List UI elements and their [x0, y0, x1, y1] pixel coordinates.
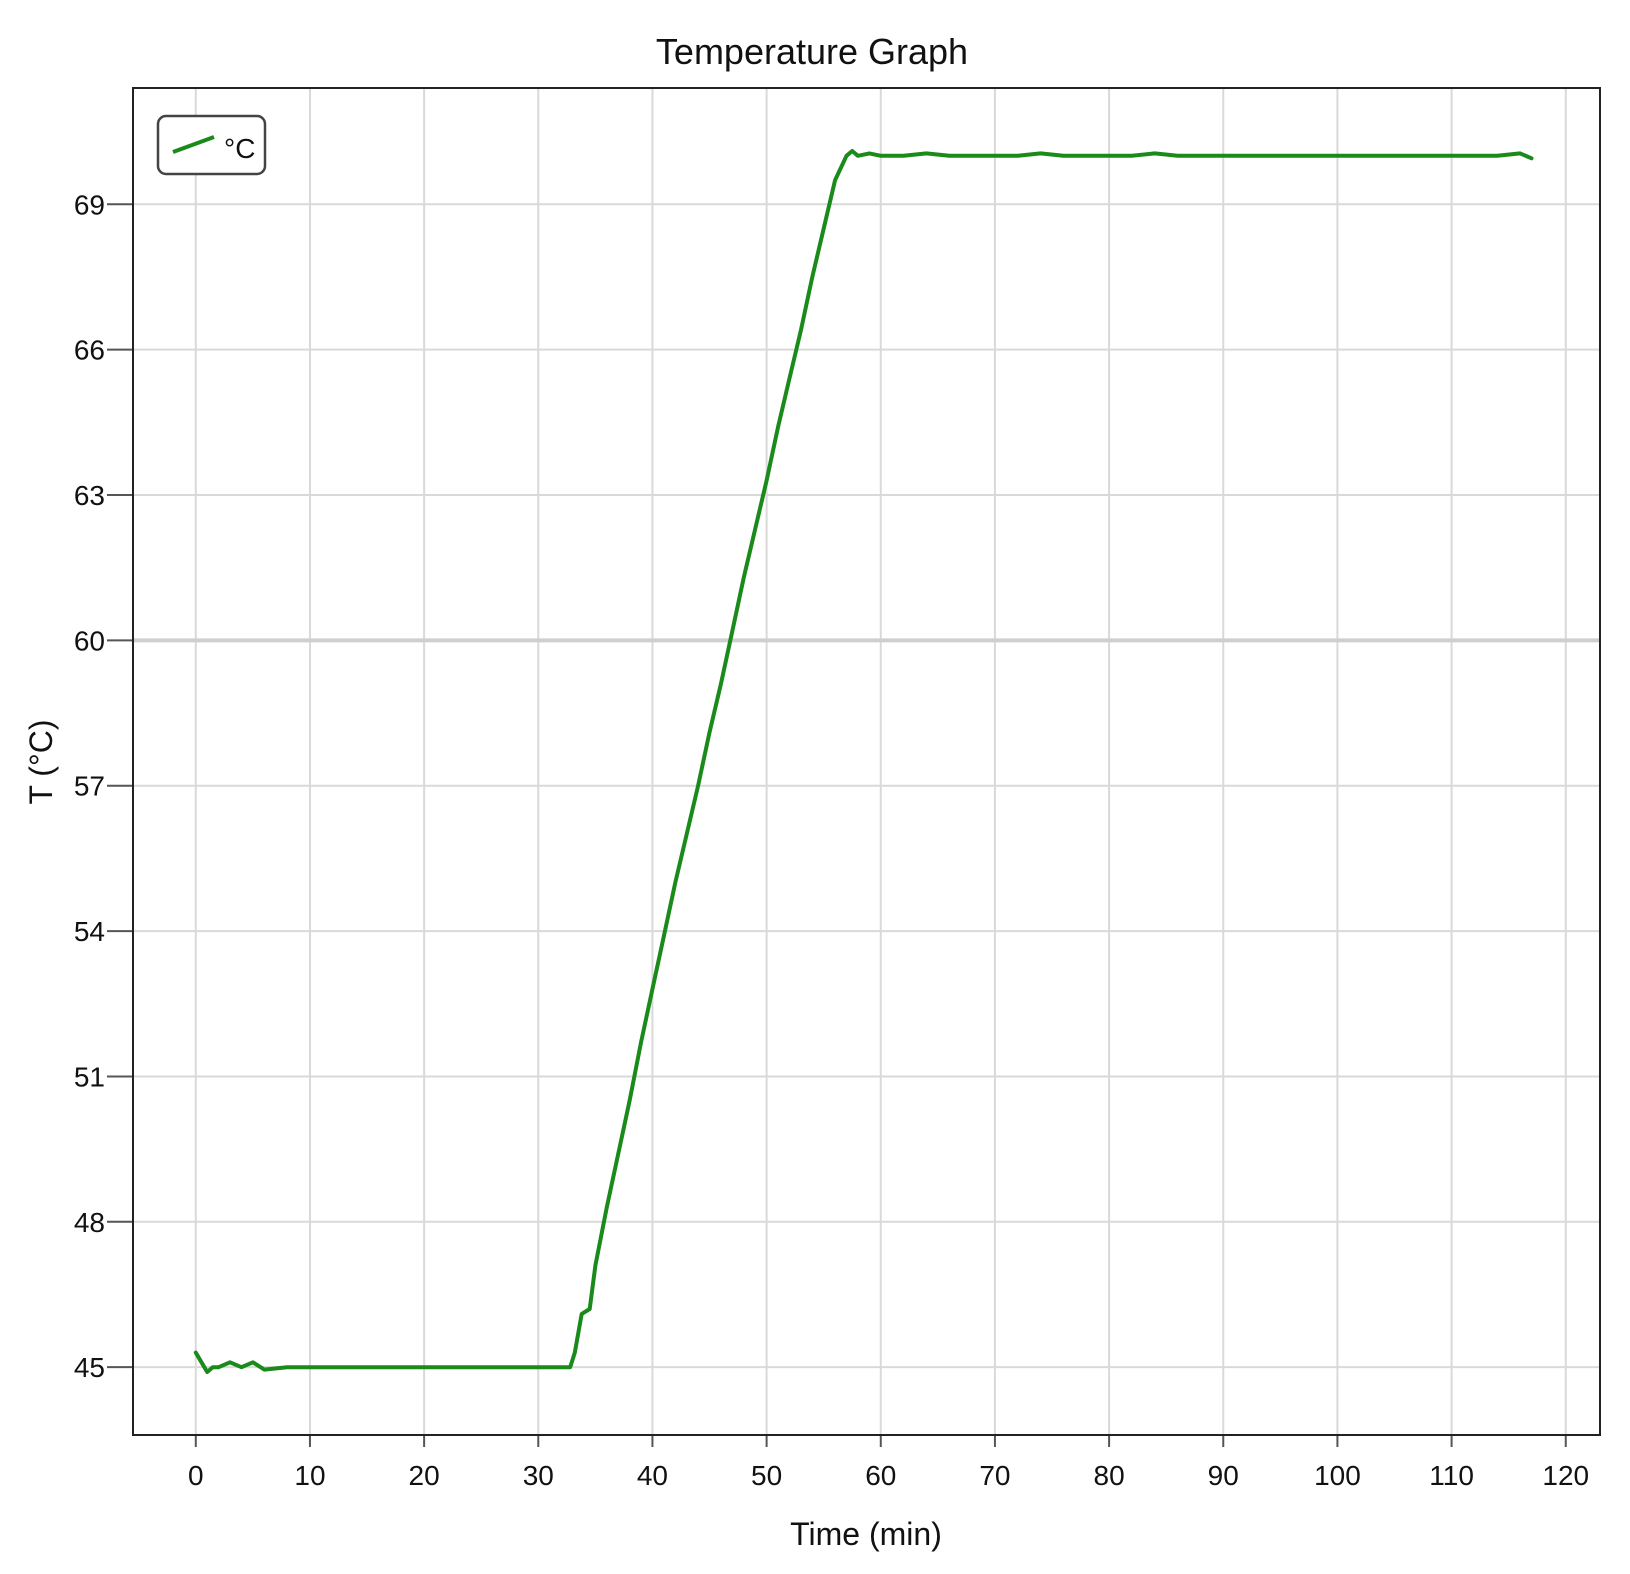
series-line: [193, 149, 1534, 1374]
x-tick-label: 20: [409, 1460, 440, 1491]
y-tick-label: 66: [74, 335, 105, 366]
plot-frame: [132, 87, 1601, 1436]
x-tick-label: 70: [979, 1460, 1010, 1491]
x-axis-label: Time (min): [790, 1516, 942, 1552]
x-tick-label: 90: [1208, 1460, 1239, 1491]
x-tick-label: 60: [865, 1460, 896, 1491]
grid-layer: [133, 88, 1600, 1435]
y-tick-label: 60: [74, 625, 105, 656]
ticks-layer: 0 10 20 30 40 50 60 70 80 90 100 110 120 45 48 51 54 57 60…: [74, 189, 1589, 1491]
x-tick-label: 110: [1429, 1460, 1474, 1491]
series-layer: [193, 149, 1534, 1374]
legend-box: [156, 114, 267, 176]
x-tick-label: 10: [294, 1460, 325, 1491]
x-tick-label: 100: [1314, 1460, 1361, 1491]
chart-title: Temperature Graph: [656, 31, 968, 72]
y-tick-label: 45: [74, 1352, 105, 1383]
legend: °C: [156, 114, 267, 176]
x-tick-label: 0: [188, 1460, 204, 1491]
x-tick-label: 120: [1542, 1460, 1589, 1491]
legend-line-swatch: [172, 135, 215, 154]
y-tick-label: 54: [74, 916, 105, 947]
y-tick-label: 63: [74, 480, 105, 511]
legend-entry-label: °C: [224, 133, 255, 164]
x-tick-label: 40: [637, 1460, 668, 1491]
y-tick-label: 69: [74, 189, 105, 220]
y-tick-label: 51: [74, 1061, 105, 1092]
x-tick-label: 30: [523, 1460, 554, 1491]
x-tick-label: 80: [1094, 1460, 1125, 1491]
x-tick-label: 50: [751, 1460, 782, 1491]
y-tick-label: 57: [74, 771, 105, 802]
y-tick-label: 48: [74, 1207, 105, 1238]
y-axis-label: T (°C): [23, 719, 59, 804]
